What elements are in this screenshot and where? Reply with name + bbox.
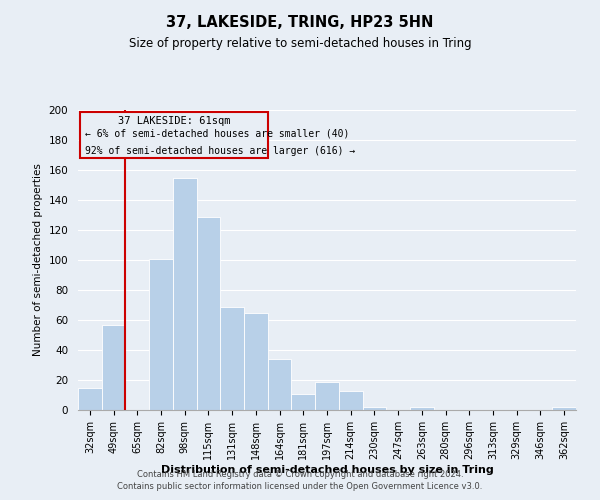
Bar [102,324,125,410]
Text: 92% of semi-detached houses are larger (616) →: 92% of semi-detached houses are larger (… [85,146,355,156]
Text: 37, LAKESIDE, TRING, HP23 5HN: 37, LAKESIDE, TRING, HP23 5HN [166,15,434,30]
Bar [339,390,362,410]
Bar [197,216,220,410]
Bar [78,388,102,410]
Bar [552,407,576,410]
FancyBboxPatch shape [80,112,268,158]
Y-axis label: Number of semi-detached properties: Number of semi-detached properties [33,164,43,356]
Bar [173,178,197,410]
Text: Contains HM Land Registry data © Crown copyright and database right 2024.: Contains HM Land Registry data © Crown c… [137,470,463,479]
Bar [244,312,268,410]
X-axis label: Distribution of semi-detached houses by size in Tring: Distribution of semi-detached houses by … [161,464,493,474]
Bar [220,306,244,410]
Bar [149,258,173,410]
Text: 37 LAKESIDE: 61sqm: 37 LAKESIDE: 61sqm [118,116,230,126]
Text: ← 6% of semi-detached houses are smaller (40): ← 6% of semi-detached houses are smaller… [85,128,349,138]
Bar [315,382,339,410]
Bar [268,359,292,410]
Text: Size of property relative to semi-detached houses in Tring: Size of property relative to semi-detach… [128,38,472,51]
Bar [410,407,434,410]
Bar [362,407,386,410]
Bar [292,394,315,410]
Text: Contains public sector information licensed under the Open Government Licence v3: Contains public sector information licen… [118,482,482,491]
